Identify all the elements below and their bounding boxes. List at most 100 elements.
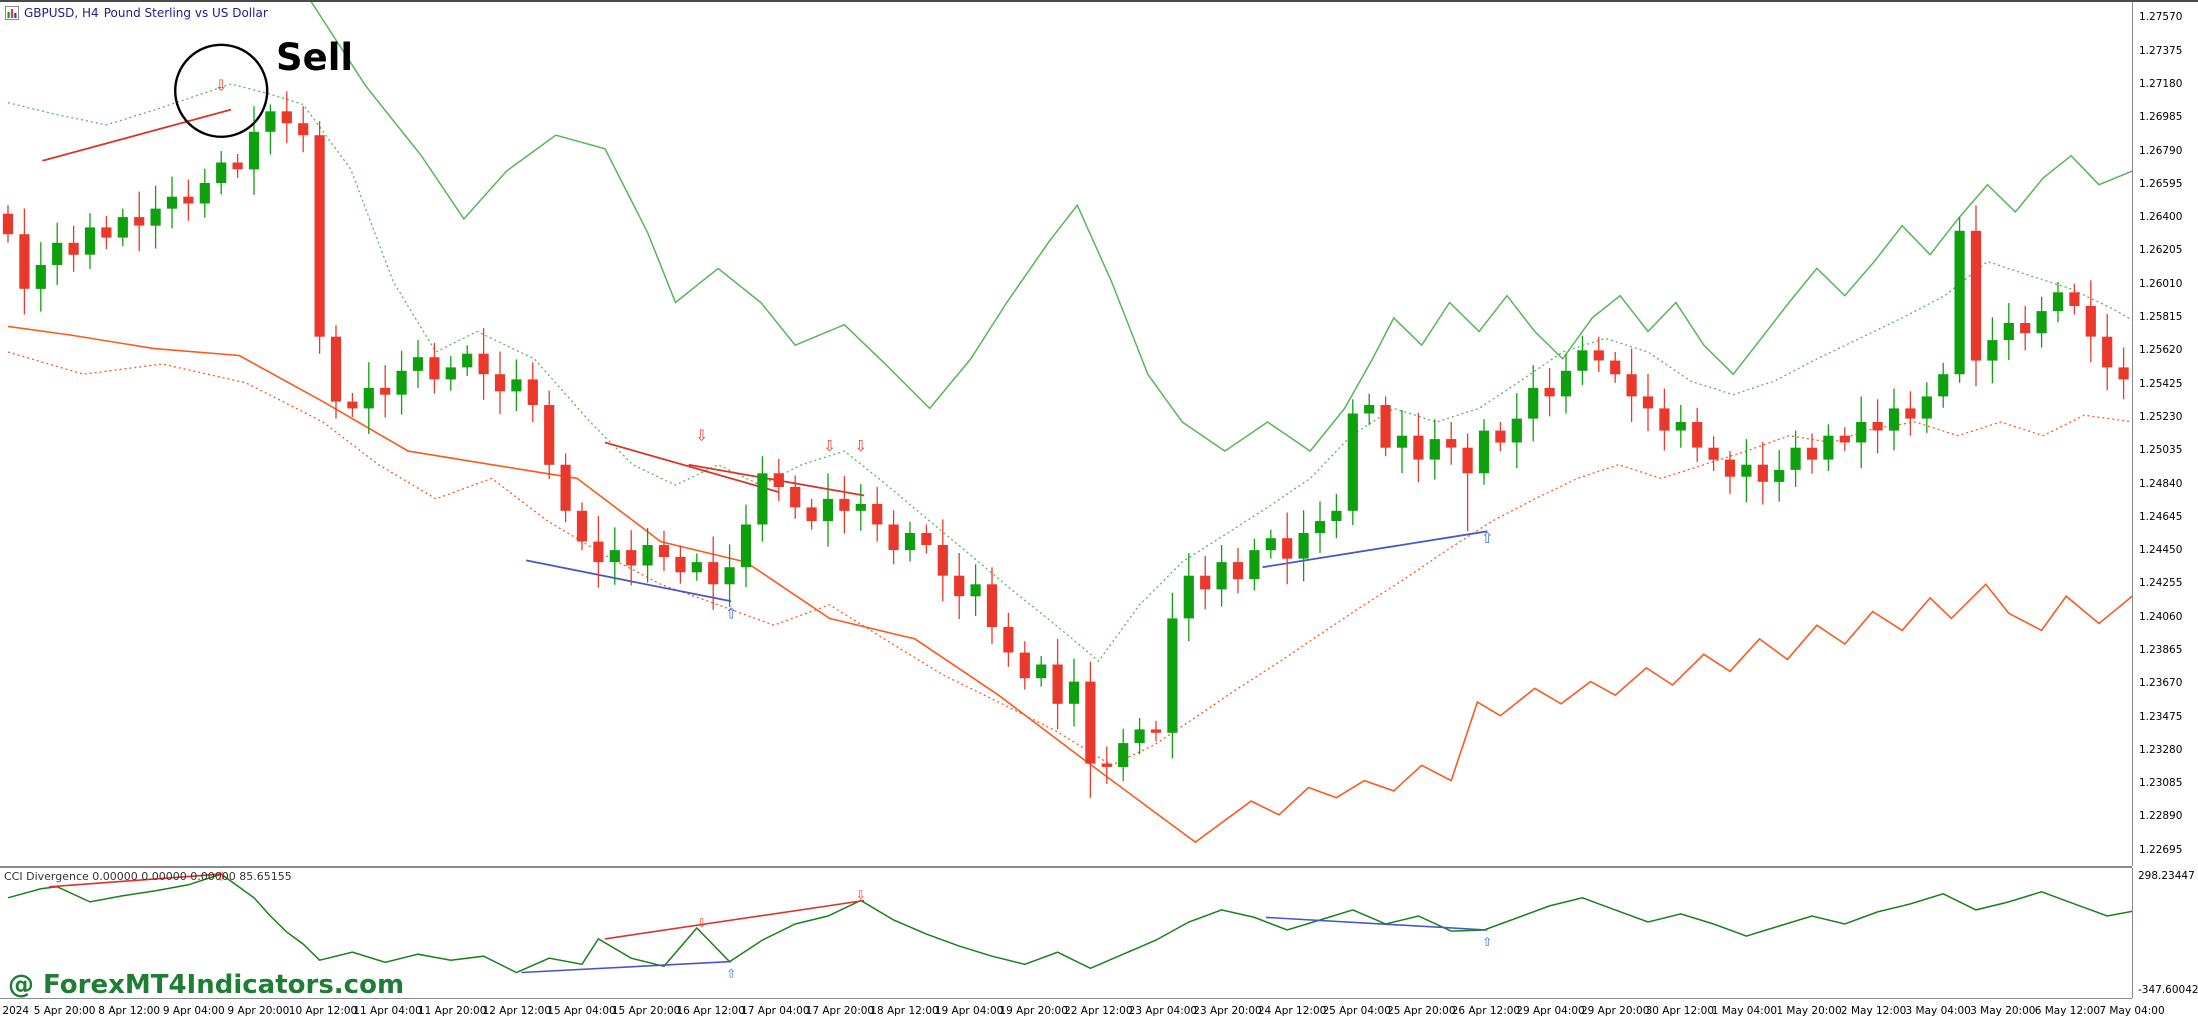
candle-body (1478, 430, 1490, 474)
cci-line (7, 873, 2132, 974)
candle-body (1544, 387, 1555, 397)
candle-body (1167, 618, 1178, 733)
time-axis-label: 5 Apr 20:00 (33, 1005, 96, 1017)
symbol-description: Pound Sterling vs US Dollar (103, 6, 268, 20)
buy-signal-arrow: ⇧ (1481, 529, 1494, 547)
price-chart-panel[interactable]: ⇩ ⇩ ⇩ ⇩ ⇧ ⇧ GBPUSD, H4 Pound Sterling vs US D… (0, 2, 2132, 868)
time-axis-label: 15 Apr 20:00 (611, 1005, 681, 1017)
candle-body (1823, 435, 1834, 460)
candle-body (2085, 305, 2096, 337)
cci-red-trendline (604, 899, 865, 940)
price-axis-label: 1.22890 (2139, 810, 2183, 823)
candle-body (642, 545, 653, 566)
candle-body (265, 111, 276, 132)
time-axis-label: 30 Apr 12:00 (1645, 1005, 1715, 1017)
candle-body (380, 387, 391, 395)
candle-body (1626, 374, 1637, 397)
time-axis-label: 18 Apr 12:00 (870, 1005, 939, 1017)
cci-indicator-label: CCI Divergence 0.00000 0.00000 0.00000 8… (4, 870, 292, 883)
price-chart-canvas[interactable]: ⇩ ⇩ ⇩ ⇩ ⇧ ⇧ (0, 2, 2132, 866)
cci-buy-signal-arrow: ⇧ (726, 966, 736, 980)
price-axis: 1.27570 1.27375 1.27180 1.26985 1.26790 1.265… (2132, 2, 2198, 866)
candle-body (1511, 418, 1522, 443)
candle-body (19, 234, 30, 289)
time-axis-label: 17 Apr 20:00 (805, 1005, 875, 1017)
candle-body (1003, 626, 1014, 653)
candle-body (1774, 469, 1785, 482)
chart-icon (5, 6, 19, 20)
candle-body (1741, 464, 1752, 477)
price-axis-label: 1.26400 (2139, 211, 2183, 224)
candle-body (347, 401, 358, 409)
price-axis-label: 1.24840 (2139, 477, 2183, 490)
candle-body (1642, 396, 1654, 409)
candle-body (298, 123, 309, 136)
time-axis-label: 1 May 04:00 (1711, 1005, 1778, 1017)
candle-body (314, 135, 325, 337)
candle-body (216, 162, 227, 183)
candle-body (986, 584, 998, 627)
candle-body (183, 196, 194, 204)
candle-body (2118, 367, 2129, 380)
candle-body (1495, 430, 1506, 443)
time-axis-label: 23 Apr 04:00 (1128, 1005, 1198, 1017)
candle-body (1659, 408, 1670, 431)
candle-body (363, 387, 374, 409)
candle-body (904, 533, 916, 551)
candle-body (1413, 435, 1424, 460)
time-axis-label: 29 Apr 04:00 (1516, 1005, 1585, 1017)
time-axis-label: 11 Apr 04:00 (353, 1005, 422, 1017)
candle-body (1446, 439, 1457, 448)
cci-buy-signal-arrow: ⇧ (1482, 935, 1492, 949)
candle-body (2, 213, 14, 235)
candle-body (1987, 340, 1998, 361)
candle-body (1921, 396, 1932, 419)
sell-signal-arrow: ⇩ (695, 427, 708, 445)
candle-body (970, 584, 981, 597)
price-axis-label: 1.23865 (2139, 644, 2183, 656)
candle-body (1528, 387, 1539, 419)
time-axis-label: 12 Apr 12:00 (482, 1005, 552, 1017)
price-axis-label: 1.27180 (2139, 77, 2183, 90)
price-axis-label: 1.26985 (2139, 111, 2183, 124)
cci-blue-trendline (1265, 916, 1488, 931)
price-axis-label: 1.25815 (2139, 311, 2183, 324)
candle-body (494, 374, 506, 392)
time-axis-label: 22 Apr 12:00 (1064, 1005, 1133, 1017)
cci-indicator-panel[interactable]: ⇩ ⇩ ⇩ ⇧ ⇧ CCI Divergence 0.00000 0.00000 0.0… (0, 868, 2132, 1000)
cci-chart-canvas[interactable]: ⇩ ⇩ ⇩ ⇧ ⇧ (0, 868, 2132, 998)
candle-body (1150, 729, 1162, 733)
candle-body (1905, 408, 1916, 419)
time-axis-label: 15 Apr 04:00 (547, 1005, 616, 1017)
lower-band-line (7, 325, 2132, 844)
time-axis-label: 11 Apr 20:00 (417, 1005, 487, 1017)
candle-body (1232, 562, 1244, 580)
blue-trendline (526, 559, 732, 603)
time-axis-label: 25 Apr 04:00 (1322, 1005, 1391, 1017)
candle-body (740, 524, 752, 568)
sell-annotation: Sell (276, 36, 354, 79)
price-axis-label: 1.23475 (2139, 710, 2183, 723)
candle-body (1068, 681, 1080, 704)
candle-body (1675, 422, 1686, 431)
candle-body (1872, 422, 1883, 431)
candle-body (1610, 360, 1621, 375)
time-axis-label: 2 May 12:00 (1840, 1005, 1907, 1017)
candle-body (806, 507, 817, 522)
candle-body (1708, 447, 1719, 460)
candle-body (691, 562, 702, 573)
symbol-name: GBPUSD, H4 (24, 6, 99, 20)
candle-body (675, 556, 686, 573)
candle-body (724, 567, 735, 585)
red-trendline (604, 441, 780, 493)
sell-highlight-circle (173, 43, 269, 139)
candle-body (1019, 652, 1030, 679)
candle-body (511, 379, 522, 392)
candle-body (150, 208, 161, 226)
price-axis-label: 1.24450 (2139, 544, 2183, 557)
time-axis-label: 24 Apr 12:00 (1257, 1005, 1327, 1017)
candle-body (1314, 521, 1326, 534)
upper-band-line (310, 2, 2132, 453)
time-axis-label: 29 Apr 20:00 (1580, 1005, 1650, 1017)
